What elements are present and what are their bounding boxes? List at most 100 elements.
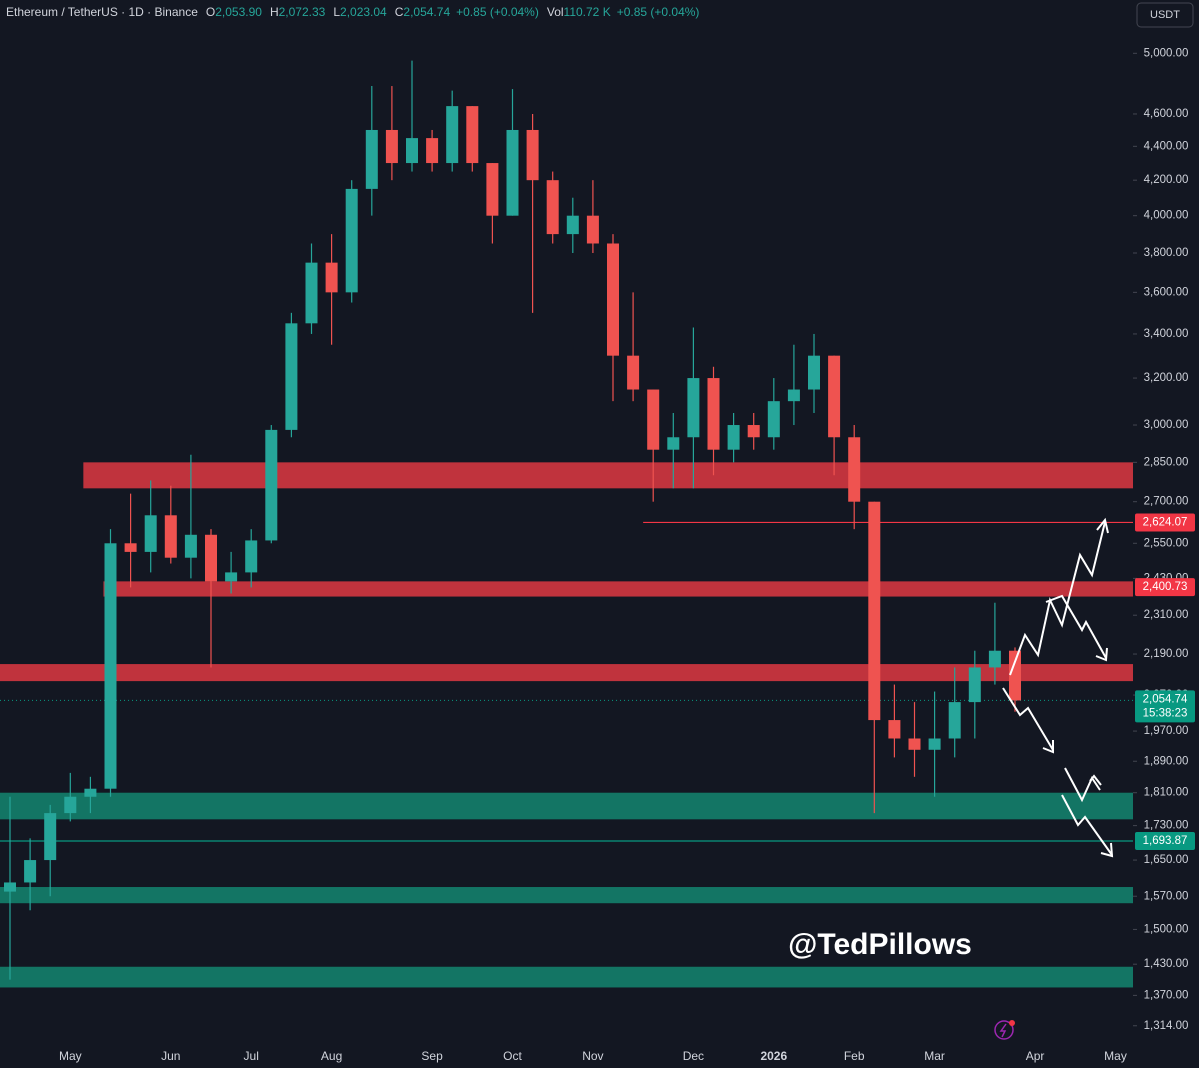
zone: [0, 792, 1133, 820]
y-tick-label: 2,850.00: [1144, 456, 1189, 468]
arrow-head: [1042, 740, 1054, 754]
x-tick-label: Jun: [161, 1049, 180, 1063]
candle-body: [586, 215, 599, 244]
y-tick-label: 1,370.00: [1144, 989, 1189, 1001]
candle-body: [968, 667, 981, 703]
candle-body: [325, 262, 338, 293]
x-tick-label: Aug: [321, 1049, 342, 1063]
candle-body: [486, 163, 499, 216]
candle-body: [546, 180, 559, 235]
candle-body: [446, 106, 459, 164]
candle-body: [767, 401, 780, 438]
zone: [0, 664, 1133, 682]
x-tick-label: Feb: [844, 1049, 865, 1063]
candle-body: [627, 355, 640, 390]
y-tick-label: 1,810.00: [1144, 787, 1189, 799]
y-tick-label: 1,730.00: [1144, 820, 1189, 832]
candle-body: [647, 389, 660, 450]
y-tick-label: 4,000.00: [1144, 210, 1189, 222]
y-tick-label: 3,000.00: [1144, 419, 1189, 431]
vol-change: +0.85 (+0.04%): [617, 5, 700, 19]
candle-body: [184, 534, 197, 558]
x-tick-label: Sep: [421, 1049, 443, 1063]
ohlc-value: 2,054.74: [403, 5, 450, 19]
y-tick-label: 4,600.00: [1144, 108, 1189, 120]
candle-body: [747, 425, 760, 438]
x-tick-label: Apr: [1026, 1049, 1045, 1063]
candle-body: [144, 515, 157, 552]
candle-body: [506, 129, 519, 216]
x-tick-label: May: [59, 1049, 82, 1063]
y-tick-label: 2,700.00: [1144, 496, 1189, 508]
ohlc-key: L: [333, 5, 340, 19]
x-tick-label: Mar: [924, 1049, 945, 1063]
ohlc-key: C: [395, 5, 404, 19]
candle-body: [64, 796, 77, 814]
candle-body: [205, 534, 217, 582]
x-tick-label: Nov: [582, 1049, 603, 1063]
ohlc-key: O: [206, 5, 215, 19]
scenario-arrows: [1002, 517, 1114, 858]
currency-button-label[interactable]: USDT: [1150, 9, 1180, 21]
ohlc-value: 2,053.90: [215, 5, 262, 19]
symbol: Ethereum / TetherUS · 1D · Binance: [6, 5, 198, 19]
candle-body: [225, 572, 238, 582]
candle-body: [245, 540, 258, 573]
candle-body: [305, 262, 318, 324]
legend-text: Ethereum / TetherUS · 1D · Binance O2,053…: [6, 5, 699, 19]
candle-body: [848, 437, 861, 502]
candle-body: [787, 389, 800, 402]
x-tick-label: Dec: [683, 1049, 704, 1063]
zone: [0, 966, 1133, 988]
y-tick-label: 3,600.00: [1144, 286, 1189, 298]
candle-body: [365, 129, 378, 189]
candle-body: [265, 429, 278, 541]
price-label-box: [1135, 831, 1195, 850]
candle-body: [888, 720, 901, 739]
arrow-down: [1061, 794, 1113, 856]
arrow-head: [1089, 774, 1102, 786]
arrow-head: [1095, 647, 1108, 662]
price-labels: 2,624.07 2,400.73 1,693.87 2,054.74 15:38:23: [1135, 513, 1195, 850]
y-tick-label: 1,500.00: [1144, 923, 1189, 935]
candle-body: [1009, 650, 1021, 701]
candle-body: [808, 355, 820, 390]
candle-body: [4, 882, 16, 892]
x-tick-label: 2026: [760, 1049, 787, 1063]
arrow-down: [1045, 594, 1107, 659]
arrow-up: [1009, 521, 1106, 676]
y-tick-label: 1,314.00: [1144, 1020, 1189, 1032]
candle-body: [466, 106, 479, 164]
price-label-box: [1135, 578, 1195, 597]
candle-body: [908, 738, 921, 750]
y-tick-label: 1,430.00: [1144, 958, 1189, 970]
candles: [4, 60, 1021, 980]
legend-bar: Ethereum / TetherUS · 1D · Binance O2,053…: [6, 5, 699, 19]
zone: [0, 887, 1133, 904]
y-tick-label: 4,200.00: [1144, 174, 1189, 186]
candle-body: [426, 138, 439, 164]
countdown: 15:38:23: [1143, 707, 1188, 719]
arrow-down: [1002, 687, 1054, 751]
x-tick-label: Jul: [244, 1049, 259, 1063]
change: +0.85 (+0.04%): [456, 5, 539, 19]
price-label-box: [1135, 513, 1195, 532]
y-tick-label: 1,890.00: [1144, 755, 1189, 767]
zone: [103, 581, 1134, 597]
y-tick-label: 1,570.00: [1144, 890, 1189, 902]
y-tick-label: 1,650.00: [1144, 854, 1189, 866]
arrow-up: [1064, 767, 1101, 803]
price-label: 2,400.73: [1143, 581, 1188, 593]
candle-body: [948, 702, 961, 739]
candle-body: [607, 243, 619, 356]
zone: [83, 462, 1134, 489]
candle-body: [385, 129, 398, 164]
x-tick-label: Oct: [503, 1049, 522, 1063]
currency-button[interactable]: USDT: [1136, 2, 1194, 28]
ohlc-value: 2,023.04: [340, 5, 387, 19]
y-tick-label: 3,400.00: [1144, 328, 1189, 340]
ohlc-value: 2,072.33: [279, 5, 326, 19]
candle-body: [727, 425, 740, 450]
